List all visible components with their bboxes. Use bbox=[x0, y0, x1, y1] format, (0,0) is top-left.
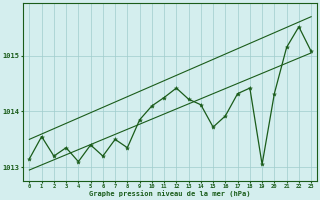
X-axis label: Graphe pression niveau de la mer (hPa): Graphe pression niveau de la mer (hPa) bbox=[90, 190, 251, 197]
